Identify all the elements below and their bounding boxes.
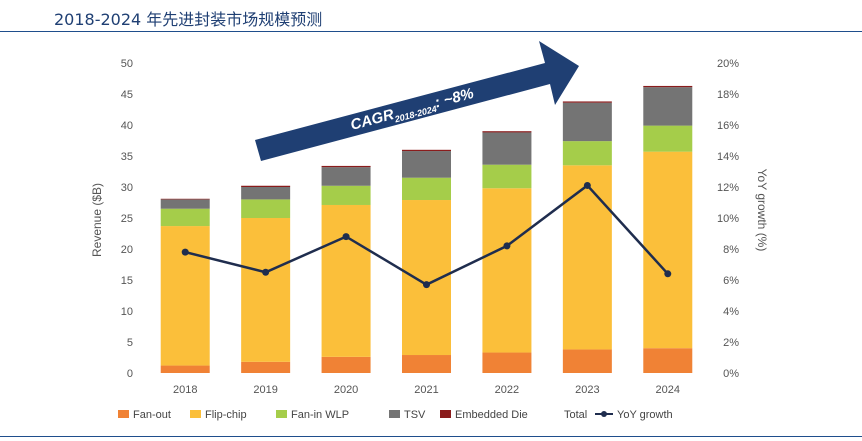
y-right-tick-label: 16% <box>717 120 739 132</box>
y-tick-label: 5 <box>127 337 133 349</box>
bar-segment <box>241 185 291 187</box>
x-tick-label: 2020 <box>334 384 358 396</box>
bottom-divider <box>0 436 862 437</box>
y-tick-label: 50 <box>121 58 133 70</box>
yoy-point <box>181 248 189 256</box>
x-tick-label: 2022 <box>495 384 519 396</box>
x-tick-label: 2018 <box>173 384 197 396</box>
bar-segment <box>643 87 693 126</box>
bar-segment <box>160 365 210 373</box>
legend-swatch <box>389 410 400 418</box>
y-tick-label: 45 <box>121 89 133 101</box>
bar-segment <box>643 348 693 373</box>
legend-label: Fan-out <box>133 409 171 421</box>
y-tick-label: 15 <box>121 275 133 287</box>
bar-segment <box>643 125 693 152</box>
legend-label: TSV <box>404 409 426 421</box>
bar-segment <box>643 151 693 349</box>
bar-segment <box>562 101 612 103</box>
bar-segment <box>321 185 371 205</box>
bar-segment <box>241 361 291 373</box>
y-right-tick-label: 8% <box>723 244 739 256</box>
yoy-point <box>583 181 591 189</box>
legend-label: Fan-in WLP <box>291 409 349 421</box>
y-right-tick-label: 6% <box>723 275 739 287</box>
bar-segment <box>643 85 693 88</box>
bar-segment <box>482 188 532 353</box>
x-tick-label: 2024 <box>656 384 680 396</box>
y-right-tick-label: 14% <box>717 151 739 163</box>
y-tick-label: 0 <box>127 368 133 380</box>
y-axis-label: Revenue ($B) <box>90 183 104 257</box>
yoy-point <box>262 268 270 276</box>
y-tick-label: 40 <box>121 120 133 132</box>
page-title: 2018-2024 年先进封装市场规模预测 <box>54 10 323 29</box>
y-tick-label: 25 <box>121 213 133 225</box>
cagr-arrow-shape <box>255 41 579 161</box>
y-right-tick-label: 10% <box>717 213 739 225</box>
bar-segment <box>562 349 612 373</box>
legend-swatch <box>440 410 451 418</box>
chart-legend: Fan-out Flip-chip Fan-in WLP TSV Embedded Di… <box>118 409 673 421</box>
bar-segment <box>321 167 371 186</box>
yoy-point <box>503 242 511 250</box>
y-tick-label: 30 <box>121 182 133 194</box>
y-tick-label: 35 <box>121 151 133 163</box>
bar-segment <box>562 165 612 350</box>
yoy-growth-line <box>181 181 672 289</box>
x-tick-label: 2019 <box>253 384 277 396</box>
legend-label-total: Total <box>564 409 587 421</box>
bar-segment <box>562 102 612 142</box>
legend-swatch <box>190 410 201 418</box>
bar-segment <box>402 177 451 201</box>
bar-segment <box>321 165 371 168</box>
legend-label: Embedded Die <box>455 409 528 421</box>
y-right-tick-label: 0% <box>723 368 739 380</box>
bar-segment <box>402 149 451 152</box>
bar-segment <box>402 151 451 178</box>
legend-line-marker <box>601 411 607 417</box>
y-tick-label: 10 <box>121 306 133 318</box>
bar-segment <box>160 226 210 366</box>
bar-segment <box>241 187 291 200</box>
bar-segment <box>160 199 210 209</box>
left-axis-ticks: 0 5 10 15 20 25 30 35 40 45 50 <box>121 58 133 380</box>
x-axis-ticks: 2018 2019 2020 2021 2022 2023 2024 <box>173 384 680 396</box>
y-tick-label: 20 <box>121 244 133 256</box>
legend-swatch <box>118 410 129 418</box>
y-right-tick-label: 12% <box>717 182 739 194</box>
stacked-bars <box>160 85 693 373</box>
y-axis-label-right: YoY growth (%) <box>755 169 769 252</box>
bar-segment <box>482 164 532 189</box>
right-axis-ticks: 0% 2% 4% 6% 8% 10% 12% 14% 16% 18% 20% <box>717 58 739 380</box>
legend-label-yoy: YoY growth <box>617 409 673 421</box>
yoy-point <box>664 270 672 278</box>
bar-segment <box>241 218 291 362</box>
bar-segment <box>241 199 291 218</box>
x-tick-label: 2023 <box>575 384 599 396</box>
bar-segment <box>160 208 210 227</box>
legend-label: Flip-chip <box>205 409 247 421</box>
y-right-tick-label: 2% <box>723 337 739 349</box>
bar-segment <box>482 352 532 373</box>
bar-segment <box>402 355 451 373</box>
y-right-tick-label: 4% <box>723 306 739 318</box>
bar-segment <box>321 356 371 373</box>
bar-segment <box>321 204 371 357</box>
title-divider <box>0 31 862 32</box>
yoy-point <box>423 281 430 289</box>
y-right-tick-label: 20% <box>717 58 739 70</box>
legend-swatch <box>276 410 287 418</box>
bar-segment <box>160 198 210 200</box>
bar-segment <box>482 132 532 165</box>
y-right-tick-label: 18% <box>717 89 739 101</box>
yoy-point <box>342 233 350 241</box>
x-tick-label: 2021 <box>414 384 438 396</box>
bar-segment <box>562 141 612 166</box>
bar-segment <box>482 131 532 133</box>
